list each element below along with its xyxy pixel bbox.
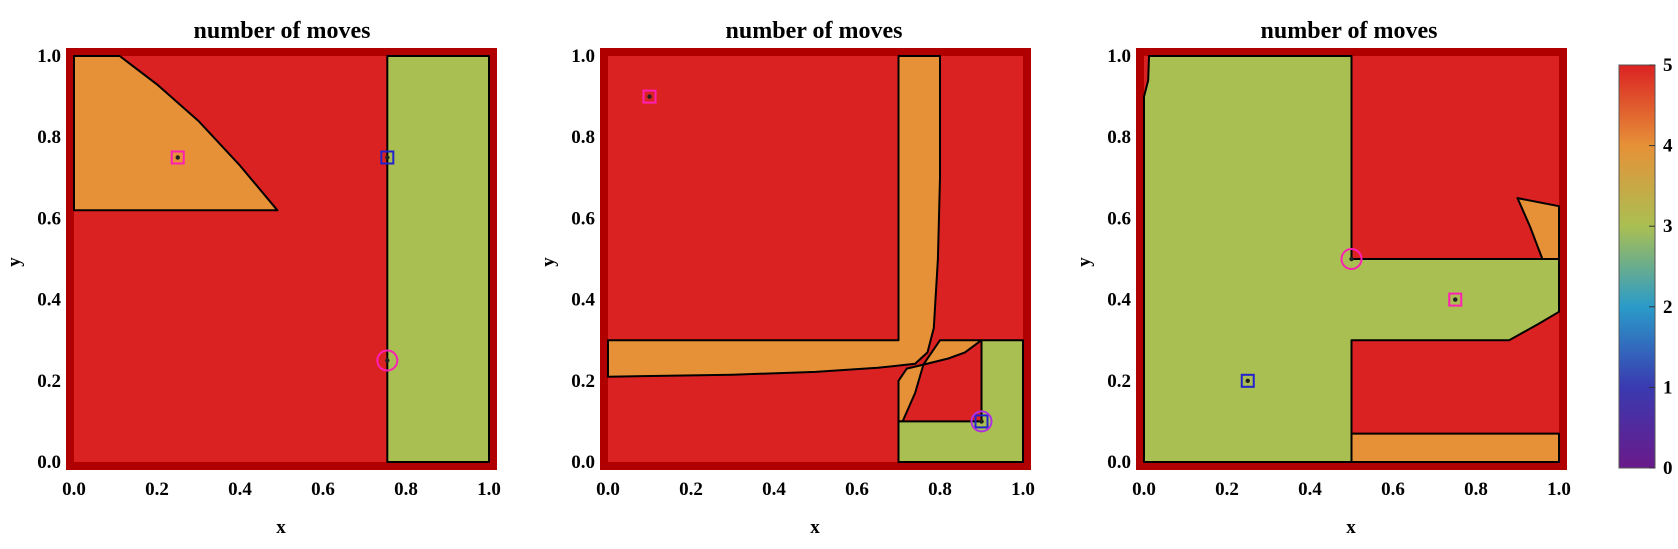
marker-circle-magenta	[1340, 248, 1363, 270]
marker-square-blue	[1240, 373, 1255, 388]
marker-circle-magenta	[376, 349, 399, 372]
x-tick-label: 0.4	[1298, 479, 1322, 500]
x-tick-label: 1.0	[1547, 479, 1571, 500]
panel-1-xlabel: x	[276, 517, 286, 538]
marker-dot	[1349, 256, 1354, 262]
y-tick-label: 0.6	[37, 208, 61, 229]
panel-3-xticks: 0.0 0.2 0.4 0.6 0.8 1.0	[1132, 479, 1571, 500]
y-tick-label: 0.2	[1107, 371, 1131, 392]
region-background	[608, 56, 1023, 462]
y-tick-label: 0.0	[1107, 452, 1131, 473]
y-tick-label: 0.6	[571, 208, 595, 229]
x-tick-label: 1.0	[1011, 479, 1035, 500]
y-tick-label: 0.6	[1107, 208, 1131, 229]
x-tick-label: 0.4	[228, 479, 252, 500]
panel-2-ylabel: y	[538, 257, 559, 267]
x-tick-label: 0.4	[762, 479, 786, 500]
panel-3-title: number of moves	[1261, 18, 1438, 44]
marker-square-magenta	[1448, 292, 1463, 307]
y-tick-label: 0.8	[37, 127, 61, 148]
y-tick-label: 0.8	[1107, 127, 1131, 148]
region-value-4	[73, 55, 279, 212]
panel-3-yticks: 0.0 0.2 0.4 0.6 0.8 1.0	[1107, 46, 1131, 473]
region-value-4	[922, 339, 983, 366]
panel-3-regions	[1143, 55, 1560, 463]
panel-3-ylabel: y	[1074, 257, 1095, 267]
x-tick-label: 0.0	[1132, 479, 1156, 500]
panel-3-markers	[1240, 248, 1463, 388]
region-value-4	[1516, 197, 1560, 260]
x-tick-label: 0.8	[928, 479, 952, 500]
marker-dot	[1453, 297, 1458, 302]
panel-2-regions	[607, 55, 1024, 463]
colorbar-tick-label: 0	[1663, 458, 1673, 479]
y-tick-label: 0.8	[571, 127, 595, 148]
panel-1-markers	[170, 150, 399, 372]
marker-dot	[979, 419, 984, 424]
colorbar-tick-label: 5	[1663, 55, 1673, 76]
panel-1-title: number of moves	[194, 18, 371, 44]
x-tick-label: 0.6	[845, 479, 869, 500]
colorbar-tick-label: 4	[1663, 136, 1673, 157]
x-tick-label: 0.2	[1215, 479, 1239, 500]
marker-dot	[385, 155, 390, 160]
panel-2-xlabel: x	[810, 517, 820, 538]
y-tick-label: 0.4	[571, 290, 595, 311]
y-tick-label: 1.0	[1107, 46, 1131, 67]
marker-dot	[385, 358, 390, 363]
y-tick-label: 0.2	[571, 371, 595, 392]
marker-dot	[647, 94, 652, 99]
marker-square-magenta	[642, 89, 657, 104]
panel-1-ylabel: y	[4, 257, 25, 267]
marker-dot	[1245, 378, 1250, 383]
colorbar-gradient	[1618, 64, 1656, 469]
panel-1-regions	[73, 55, 490, 463]
panel-1-xticks: 0.0 0.2 0.4 0.6 0.8 1.0	[62, 479, 501, 500]
panel-1-yticks: 0.0 0.2 0.4 0.6 0.8 1.0	[37, 46, 61, 473]
y-tick-label: 0.2	[37, 371, 61, 392]
x-tick-label: 0.8	[1464, 479, 1488, 500]
region-value-4	[607, 55, 941, 378]
colorbar: 0 1 2 3 4 5	[1618, 55, 1673, 479]
x-tick-label: 0.6	[311, 479, 335, 500]
marker-circle-purple	[970, 410, 993, 433]
marker-square-blue	[380, 150, 395, 165]
x-tick-label: 0.2	[679, 479, 703, 500]
colorbar-tick-label: 1	[1663, 377, 1673, 398]
marker-dot	[175, 155, 180, 160]
x-tick-label: 0.6	[1381, 479, 1405, 500]
region-value-4	[1350, 432, 1560, 463]
marker-square-magenta	[170, 150, 185, 165]
x-tick-label: 0.0	[62, 479, 86, 500]
colorbar-tick-label: 2	[1663, 297, 1673, 318]
panel-2-markers	[642, 89, 993, 433]
y-tick-label: 1.0	[571, 46, 595, 67]
colorbar-tick-label: 3	[1663, 216, 1673, 237]
y-tick-label: 0.4	[1107, 290, 1131, 311]
region-value-3	[386, 55, 490, 463]
panel-3: number of moves 0.0 0.2 0.4 0.6 0.8 1.0 0.00.…	[1074, 18, 1571, 538]
panel-3-xlabel: x	[1346, 517, 1356, 538]
y-tick-label: 1.0	[37, 46, 61, 67]
y-tick-label: 0.0	[37, 452, 61, 473]
panel-2-xticks: 0.0 0.2 0.4 0.6 0.8 1.0	[596, 479, 1035, 500]
y-tick-label: 0.0	[571, 452, 595, 473]
colorbar-ticks: 0 1 2 3 4 5	[1649, 55, 1673, 479]
x-tick-label: 0.2	[145, 479, 169, 500]
y-tick-label: 0.4	[37, 290, 61, 311]
x-tick-label: 1.0	[477, 479, 501, 500]
x-tick-label: 0.8	[394, 479, 418, 500]
marker-square-blue	[974, 414, 989, 429]
panel-2-yticks: 0.0 0.2 0.4 0.6 0.8 1.0	[571, 46, 595, 473]
x-tick-label: 0.0	[596, 479, 620, 500]
region-value-3	[897, 339, 1024, 463]
panel-1: number of moves 0.0 0.2 0.4 0.6 0.8 1.0 0.00.…	[4, 18, 501, 538]
panel-2: number of moves 0.0 0.2 0.4 0.6 0.8 1.0 0.00.…	[538, 18, 1035, 538]
panel-2-title: number of moves	[726, 18, 903, 44]
